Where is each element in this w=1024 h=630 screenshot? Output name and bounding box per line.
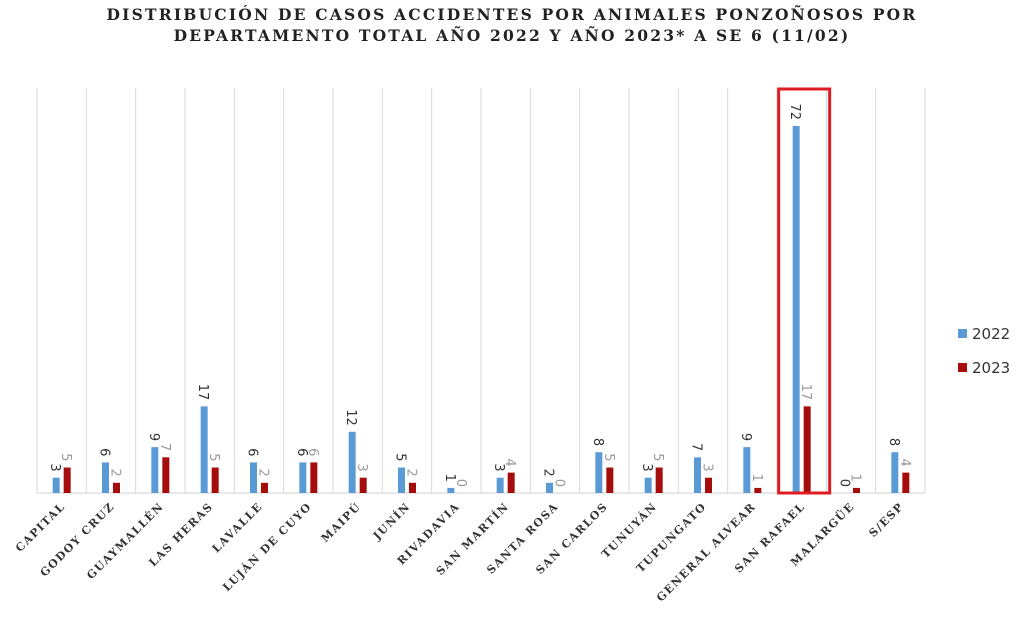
bar-2022 [200,406,208,493]
bar-2023 [853,487,860,493]
data-label-2023: 0 [453,479,468,487]
data-label-2022: 8 [590,438,605,446]
bar-2023 [211,467,219,493]
category-label: CAPITAL [13,500,68,555]
data-label-2022: 3 [491,463,506,471]
data-label-2023: 4 [502,458,517,466]
bar-2022 [891,452,899,493]
data-label-2023: 2 [108,469,123,477]
data-label-2022: 9 [146,433,161,441]
bar-2022 [52,477,60,493]
bar-2023 [606,467,614,493]
data-label-2022: 9 [738,433,753,441]
chart-title-line-1: DISTRIBUCIÓN DE CASOS ACCIDENTES POR ANI… [106,5,918,24]
data-label-2022: 3 [47,463,62,471]
data-label-2023: 5 [601,453,616,461]
data-label-2022: 3 [639,463,654,471]
bar-2023 [655,467,663,493]
bar-2022 [496,477,504,493]
bar-2022 [447,487,455,493]
data-label-2022: 5 [393,453,408,461]
bar-2023 [162,457,170,493]
bar-2022 [595,452,603,493]
data-label-2023: 3 [354,463,369,471]
category-label: S/ESP [866,500,906,540]
data-label-2023: 1 [749,474,764,482]
data-label-2022: 6 [294,448,309,456]
data-label-2022: 72 [787,103,802,120]
legend-swatch-2022 [958,329,967,338]
data-label-2023: 1 [848,474,863,482]
category-label: MAIPÚ [318,499,364,545]
bar-2022 [644,477,652,493]
data-label-2023: 2 [404,469,419,477]
legend-label-2023: 2023 [972,359,1010,377]
category-label: GENERAL ALVEAR [654,500,758,604]
data-label-2022: 6 [245,448,260,456]
bar-2022 [694,457,701,493]
data-label-2022: 8 [886,438,901,446]
bar-2023 [705,477,712,493]
bar-2022 [743,447,751,493]
legend-swatch-2023 [958,363,967,372]
bar-2023 [359,477,367,493]
data-label-2022: 1 [442,474,457,482]
bar-2023 [63,467,71,493]
bar-2023 [507,472,515,493]
data-label-2023: 5 [58,453,73,461]
data-label-2022: 17 [195,384,210,401]
data-label-2022: 6 [97,448,112,456]
data-label-2023: 2 [256,469,271,477]
bar-2023 [902,472,910,493]
bar-2022 [792,126,800,493]
data-label-2022: 0 [837,479,852,487]
bar-2023 [261,482,268,493]
bar-2022 [348,431,356,493]
data-label-2022: 2 [541,469,556,477]
data-label-2023: 17 [798,384,813,401]
bar-2022 [151,447,159,493]
bar-2023 [754,487,762,493]
bar-2023 [310,462,318,493]
bar-2022 [546,482,553,493]
bar-2022 [299,462,307,493]
data-label-2023: 5 [206,453,221,461]
bar-2023 [113,482,120,493]
bar-2022 [250,462,257,493]
chart-title-line-2: DEPARTAMENTO TOTAL AÑO 2022 Y AÑO 2023* … [173,26,851,45]
bar-2022 [102,462,109,493]
category-label: JUNÍN [369,499,413,543]
bar-2023 [409,482,416,493]
bar-2022 [398,467,405,493]
bar-2023 [803,406,811,493]
data-label-2023: 4 [897,458,912,466]
data-label-2023: 7 [157,443,172,451]
data-label-2022: 12 [343,409,358,426]
data-label-2023: 5 [650,453,665,461]
category-label: LUJÁN DE CUYO [220,499,315,594]
legend-label-2022: 2022 [972,325,1010,343]
data-label-2023: 3 [700,463,715,471]
data-label-2023: 0 [552,479,567,487]
data-label-2023: 6 [305,448,320,456]
highlight-box [777,87,832,495]
data-label-2022: 7 [689,443,704,451]
